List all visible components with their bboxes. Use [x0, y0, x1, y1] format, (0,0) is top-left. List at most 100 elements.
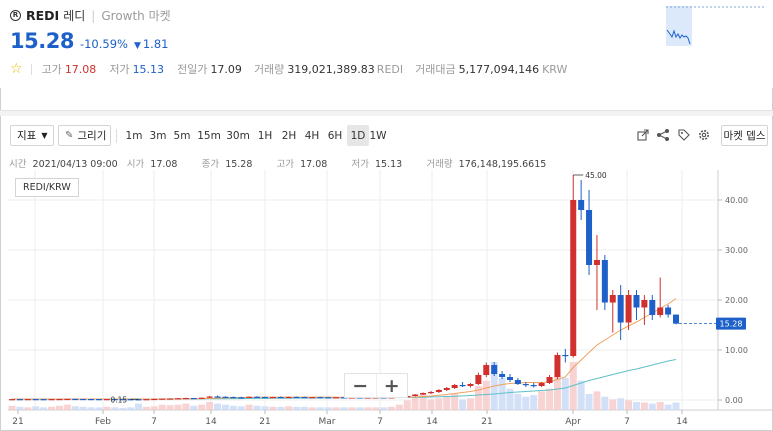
- settings-icon[interactable]: [697, 128, 711, 142]
- high-value: 17.08: [64, 62, 97, 76]
- ohlc-volume-label: 거래량: [426, 159, 453, 170]
- price-row: 15.28 -10.59% ▼ 1.81: [10, 29, 168, 53]
- nodes-icon[interactable]: [656, 128, 670, 142]
- volume-bar: [214, 403, 222, 410]
- coin-name: 레디: [63, 9, 86, 23]
- current-price-badge: [716, 317, 746, 330]
- interval-4h[interactable]: 4H: [304, 129, 320, 142]
- candle-body: [95, 399, 102, 401]
- volume-bar: [221, 404, 229, 410]
- candle-body: [601, 260, 608, 303]
- current-price-label: 15.28: [720, 320, 743, 329]
- volume-bar: [253, 405, 261, 410]
- pencil-icon: ✎: [65, 130, 74, 141]
- x-tick-label: 7: [151, 417, 157, 427]
- interval-6h[interactable]: 6H: [327, 129, 343, 142]
- volume-bar: [111, 407, 119, 410]
- market-depth-button[interactable]: 마켓 뎁스: [721, 125, 768, 146]
- volume-bar: [261, 406, 269, 410]
- tag-icon[interactable]: [677, 128, 691, 142]
- volume-bar: [206, 402, 214, 410]
- interval-1h[interactable]: 1H: [257, 129, 273, 142]
- volume-bar: [142, 406, 150, 410]
- volume-bar: [48, 406, 56, 410]
- toolbar-divider: [116, 129, 117, 143]
- volume-bar: [340, 407, 348, 410]
- volume-bar: [332, 407, 340, 410]
- volume-bar: [308, 407, 316, 410]
- market-header: R REDI 레디 | Growth 마켓 15.28 -10.59% ▼ 1.81…: [0, 0, 773, 88]
- volume-bar: [190, 405, 198, 410]
- x-tick-label: 14: [426, 417, 438, 427]
- stats-row: ☆ 고가 17.08 저가 15.13 전일가 17.09 거래량 319,02…: [10, 61, 567, 77]
- ohlc-open-label: 시가: [126, 159, 145, 170]
- low-value: 15.13: [132, 62, 165, 76]
- interval-2h[interactable]: 2H: [281, 129, 297, 142]
- candle-body: [507, 377, 513, 380]
- volume-bar: [166, 405, 174, 410]
- x-tick-label: Apr: [565, 417, 581, 427]
- interval-3m[interactable]: 3m: [149, 129, 167, 142]
- x-tick-label: Mar: [319, 417, 336, 427]
- x-tick-label: 7: [624, 417, 630, 427]
- candle-body: [649, 300, 656, 315]
- volume-bar: [474, 386, 482, 410]
- volume-bar: [585, 394, 593, 410]
- candle-body: [159, 398, 166, 400]
- interval-5m[interactable]: 5m: [173, 129, 191, 142]
- interval-1w[interactable]: 1W: [369, 129, 387, 142]
- share-icon[interactable]: [636, 128, 650, 142]
- zoom-in-button[interactable]: +: [375, 374, 408, 397]
- x-tick-label: Feb: [95, 417, 111, 427]
- volume-bar: [150, 406, 158, 410]
- candle-body: [467, 384, 474, 386]
- price-change: -10.59% ▼ 1.81: [80, 37, 169, 51]
- volume-bar: [127, 407, 135, 410]
- candle-body: [443, 388, 450, 390]
- volume-bar: [451, 394, 459, 410]
- volume-bar: [632, 402, 640, 410]
- interval-1m[interactable]: 1m: [125, 129, 143, 142]
- interval-1d[interactable]: 1D: [347, 125, 369, 146]
- sparkline-line: [666, 29, 691, 45]
- prev-close-label: 전일가: [177, 63, 208, 76]
- indicator-button[interactable]: 지표 ▼: [10, 125, 54, 146]
- volume-bar: [466, 398, 474, 410]
- candle-body: [238, 397, 245, 399]
- volume-bar: [459, 399, 467, 410]
- favorite-star-icon[interactable]: ☆: [10, 61, 23, 77]
- volume-bar: [95, 407, 103, 410]
- title-row: R REDI 레디 | Growth 마켓: [10, 7, 171, 24]
- volume-bar: [285, 406, 293, 410]
- candle-body: [175, 398, 181, 400]
- ohlc-time-label: 시간: [9, 159, 27, 170]
- candle-body: [80, 398, 87, 401]
- candle-body: [88, 399, 95, 401]
- section-divider: [0, 110, 773, 116]
- volume-bar: [617, 398, 625, 410]
- volume-bar: [561, 378, 569, 410]
- trade-amount-label: 거래대금: [415, 63, 456, 76]
- interval-15m[interactable]: 15m: [197, 129, 221, 142]
- candle-body: [206, 396, 213, 398]
- ohlc-high-value: 17.08: [300, 159, 328, 170]
- volume-bar: [324, 407, 332, 410]
- stats-divider: [30, 63, 32, 75]
- candle-body: [427, 392, 434, 394]
- candle-body: [554, 355, 561, 377]
- volume-bar: [577, 380, 585, 410]
- draw-button[interactable]: ✎ 그리기: [58, 125, 111, 146]
- volume-bar: [245, 404, 253, 410]
- candle-body: [530, 385, 537, 387]
- volume-bar: [419, 394, 427, 410]
- candle-body: [198, 397, 205, 399]
- candle-body: [633, 295, 640, 308]
- interval-30m[interactable]: 30m: [226, 129, 250, 142]
- candle-body: [570, 200, 577, 356]
- volume-bar: [387, 406, 395, 410]
- y-tick-label: 0.00: [725, 396, 743, 405]
- candle-body: [657, 307, 664, 315]
- volume-bar: [8, 405, 16, 410]
- zoom-out-button[interactable]: −: [352, 374, 369, 397]
